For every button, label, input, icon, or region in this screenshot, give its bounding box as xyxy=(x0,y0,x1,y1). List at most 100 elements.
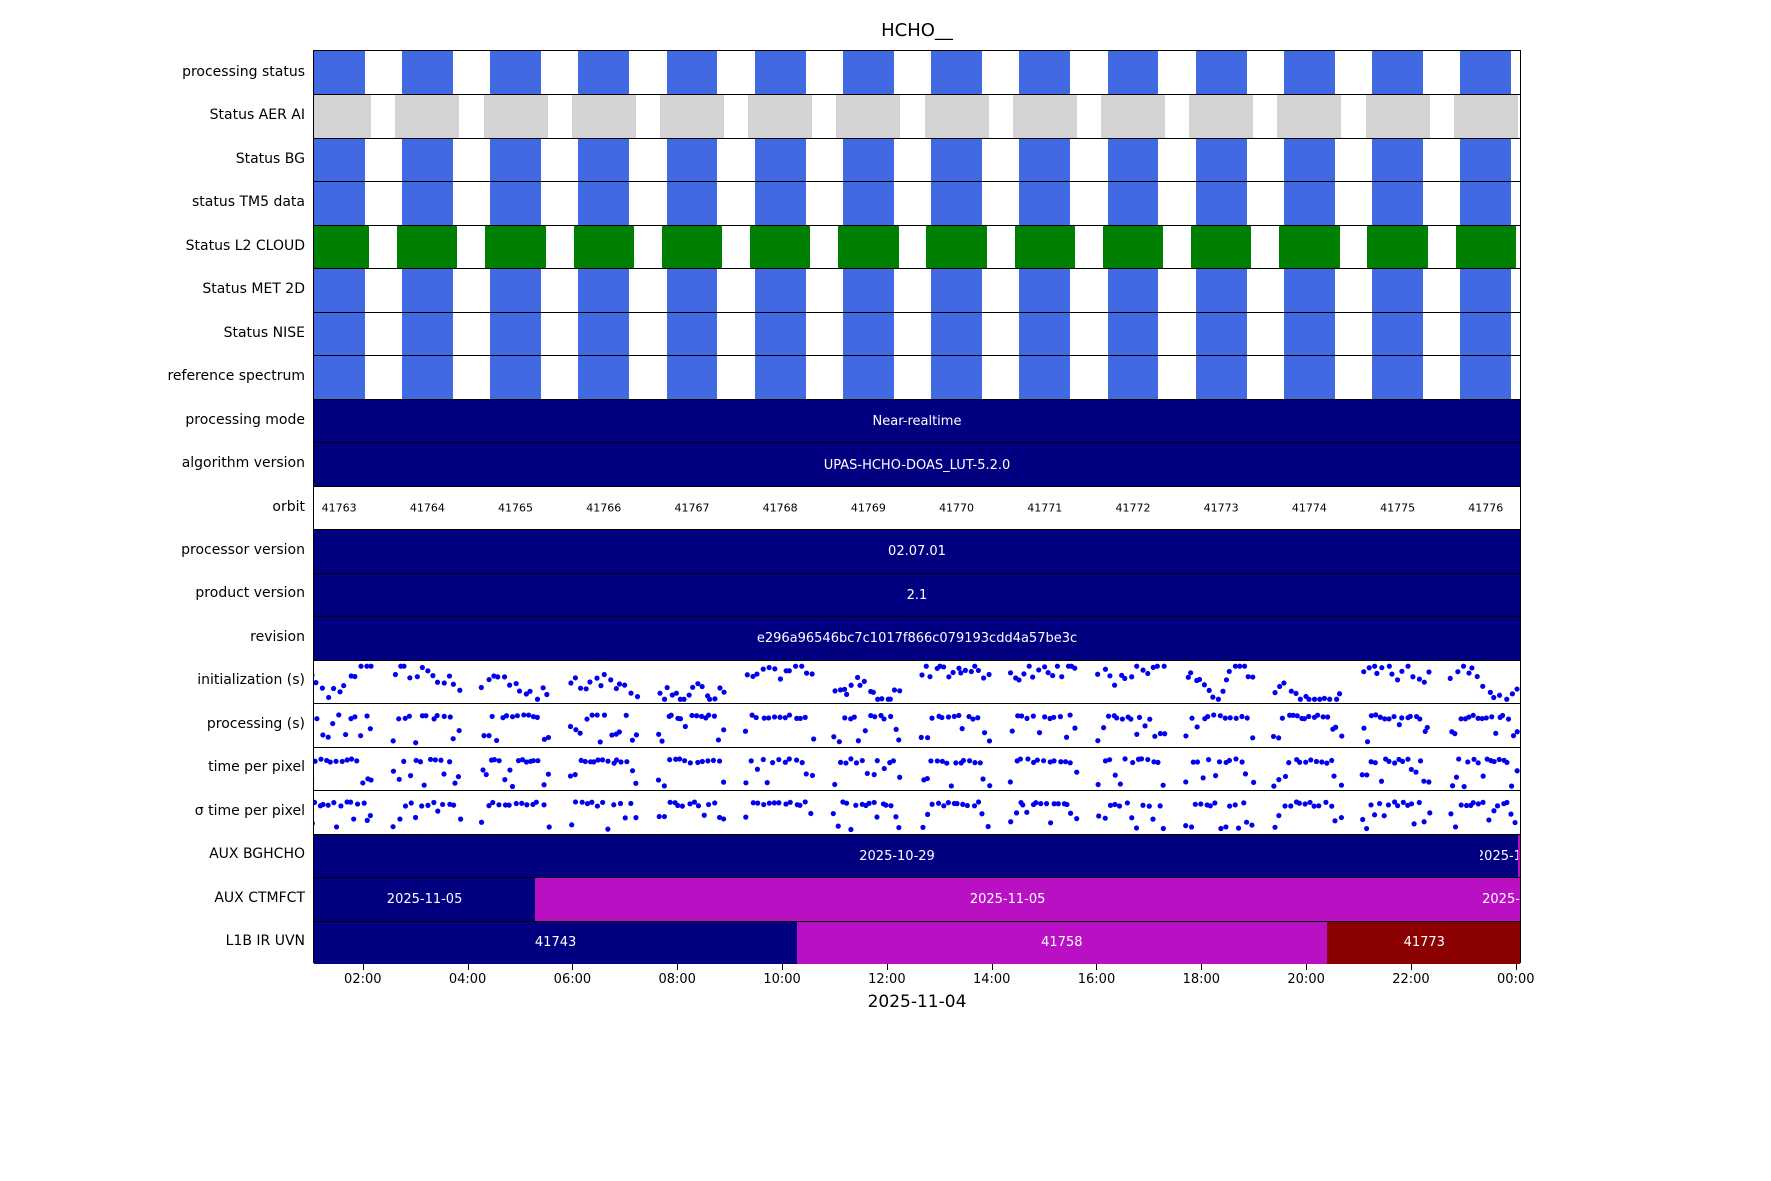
data-point xyxy=(959,726,965,732)
data-point xyxy=(1421,819,1427,825)
data-point xyxy=(1216,758,1223,765)
data-point xyxy=(450,802,457,808)
data-point xyxy=(699,758,705,764)
data-point xyxy=(440,801,446,808)
status-block xyxy=(666,356,718,400)
orbit-number: 41776 xyxy=(1468,501,1504,515)
data-point xyxy=(1030,674,1036,680)
x-tick-mark xyxy=(467,964,469,970)
data-point xyxy=(597,739,603,745)
data-point xyxy=(1361,725,1367,731)
chart-title: HCHO__ xyxy=(881,20,953,41)
row-orbit_labels: 41763 41764 41765 41766 41767 41768 41769 41770… xyxy=(314,485,1520,530)
data-point xyxy=(1241,800,1247,806)
status-block xyxy=(1283,269,1335,313)
status-block xyxy=(578,51,630,96)
data-point xyxy=(809,772,816,778)
data-point xyxy=(1276,735,1282,741)
data-point xyxy=(435,808,441,814)
x-tick-label: 22:00 xyxy=(1392,972,1430,987)
data-point xyxy=(1233,755,1239,762)
data-point xyxy=(694,713,700,719)
data-point xyxy=(802,714,808,721)
data-point xyxy=(871,799,877,806)
data-point xyxy=(1399,715,1405,721)
scatter-points xyxy=(314,755,1520,789)
data-point xyxy=(507,682,513,688)
data-point xyxy=(390,738,396,744)
data-point xyxy=(314,716,320,722)
data-point xyxy=(441,713,447,720)
data-point xyxy=(1379,664,1385,670)
status-block xyxy=(483,95,548,139)
data-point xyxy=(495,673,501,680)
data-point xyxy=(715,737,722,743)
status-block xyxy=(1195,356,1247,400)
data-point xyxy=(1119,716,1125,722)
data-point xyxy=(367,813,373,819)
data-point xyxy=(1329,757,1335,763)
data-point xyxy=(848,755,854,762)
data-point xyxy=(506,802,512,808)
data-point xyxy=(568,680,574,686)
data-point xyxy=(888,714,894,720)
status-block xyxy=(314,356,365,400)
data-point xyxy=(1359,771,1365,777)
row-scatter xyxy=(314,659,1520,704)
x-tick-label: 06:00 xyxy=(553,972,592,987)
data-point xyxy=(1395,803,1401,809)
status-block xyxy=(842,356,894,400)
data-point xyxy=(830,811,836,817)
data-point xyxy=(1475,801,1481,807)
data-point xyxy=(1308,756,1314,763)
status-block xyxy=(1460,182,1512,226)
plot-area: Near-realtime UPAS-HCHO-DOAS_LUT-5.2.0 417… xyxy=(313,50,1521,964)
data-point xyxy=(601,712,608,718)
data-point xyxy=(721,689,727,695)
data-point xyxy=(1302,801,1308,807)
data-point xyxy=(1030,759,1037,765)
data-point xyxy=(594,712,600,718)
x-tick-mark xyxy=(991,964,993,970)
data-point xyxy=(351,816,357,822)
data-point xyxy=(782,715,788,721)
data-point xyxy=(686,692,692,698)
data-point xyxy=(1245,673,1251,679)
data-point xyxy=(401,663,407,669)
data-point xyxy=(749,712,755,718)
status-block xyxy=(314,312,365,357)
row-blocks xyxy=(314,94,1520,139)
status-block xyxy=(842,182,894,226)
data-point xyxy=(524,802,530,808)
data-point xyxy=(1112,682,1118,688)
data-point xyxy=(595,757,601,763)
data-point xyxy=(1396,722,1402,728)
data-point xyxy=(634,693,641,699)
data-point xyxy=(691,799,698,805)
data-point xyxy=(1424,725,1430,731)
data-point xyxy=(1145,670,1151,676)
data-point xyxy=(633,815,639,821)
data-point xyxy=(690,684,696,690)
data-point xyxy=(419,664,425,670)
status-block xyxy=(1195,138,1247,183)
value-bar-text: UPAS-HCHO-DOAS_LUT-5.2.0 xyxy=(823,457,1011,473)
status-block xyxy=(661,225,723,270)
data-point xyxy=(1399,758,1406,764)
status-block xyxy=(314,182,365,226)
data-point xyxy=(881,765,887,771)
data-point xyxy=(695,759,701,765)
data-point xyxy=(1034,757,1040,763)
data-point xyxy=(441,680,447,686)
data-point xyxy=(1466,670,1472,676)
data-point xyxy=(677,756,683,762)
data-point xyxy=(1297,696,1303,702)
x-tick-label: 00:00 xyxy=(1497,972,1535,987)
data-point xyxy=(1129,673,1135,680)
data-point xyxy=(1514,686,1520,692)
status-block xyxy=(1372,138,1423,183)
data-point xyxy=(1051,801,1057,807)
data-point xyxy=(953,759,959,766)
data-point xyxy=(657,690,663,696)
data-point xyxy=(327,759,333,765)
